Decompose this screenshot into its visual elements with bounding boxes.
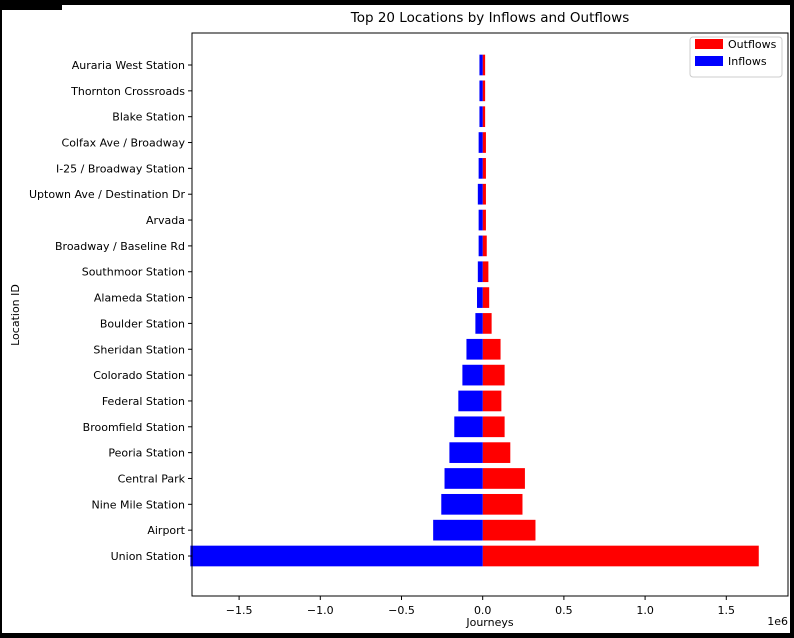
legend: Outflows Inflows [689, 36, 783, 78]
bar-outflows [482, 209, 486, 231]
y-tick-label: Uptown Ave / Destination Dr [29, 188, 185, 201]
legend-swatch-inflows [695, 56, 723, 66]
bar-inflows [478, 158, 483, 179]
y-tick-label: Broomfield Station [83, 421, 185, 434]
y-tick-label: I-25 / Broadway Station [56, 162, 185, 175]
y-tick-label: Central Park [118, 472, 186, 485]
bar-inflows [477, 261, 483, 283]
x-tick-label: 1.5 [718, 604, 736, 617]
y-tick-label: Sheridan Station [93, 343, 185, 356]
bar-outflows [482, 235, 487, 257]
bar-outflows [482, 313, 492, 334]
y-tick-label: Auraria West Station [72, 59, 185, 72]
bar-outflows [482, 80, 486, 102]
bar-inflows [478, 209, 483, 231]
x-scale-label: 1e6 [767, 615, 788, 628]
x-tick-label: 1.0 [636, 604, 654, 617]
bar-inflows [458, 390, 483, 412]
bar-inflows [477, 183, 483, 205]
figure: Top 20 Locations by Inflows and Outflows… [2, 5, 790, 633]
y-tick-label: Alameda Station [94, 292, 185, 305]
bar-inflows [478, 235, 483, 257]
x-tick-label: 0.5 [555, 604, 573, 617]
y-tick-label: Broadway / Baseline Rd [55, 240, 185, 253]
bar-outflows [482, 364, 505, 386]
y-tick-label: Blake Station [112, 111, 185, 124]
bar-inflows [433, 519, 483, 541]
x-axis-label: Journeys [465, 616, 514, 629]
plot-frame [191, 32, 789, 597]
x-ticks-group: −1.5 −1.0 −0.5 0.0 0.5 1.0 1.5 [226, 596, 735, 617]
x-tick-label: −0.5 [388, 604, 415, 617]
bars-group [190, 54, 759, 567]
bar-outflows [482, 545, 759, 567]
bar-outflows [482, 442, 511, 463]
y-tick-label: Federal Station [102, 395, 185, 408]
bar-inflows [477, 287, 483, 308]
bar-inflows [479, 54, 483, 76]
bar-inflows [444, 468, 483, 489]
bar-outflows [482, 493, 523, 515]
x-tick-label: −1.5 [226, 604, 253, 617]
y-tick-label: Union Station [111, 550, 185, 563]
y-tick-label: Boulder Station [100, 317, 185, 330]
legend-label-outflows: Outflows [728, 38, 777, 51]
chart-title: Top 20 Locations by Inflows and Outflows [350, 10, 629, 26]
bar-outflows [482, 468, 525, 489]
window-edge [2, 5, 62, 10]
bar-outflows [482, 287, 490, 308]
legend-swatch-outflows [695, 39, 723, 49]
bar-outflows [482, 390, 502, 412]
bar-inflows [475, 313, 483, 334]
bar-outflows [482, 261, 489, 283]
y-tick-label: Peoria Station [108, 447, 185, 460]
legend-label-inflows: Inflows [728, 55, 767, 68]
bar-outflows [482, 416, 505, 438]
bar-outflows [482, 158, 486, 179]
bar-inflows [462, 364, 483, 386]
y-axis-label: Location ID [9, 284, 22, 346]
bar-inflows [449, 442, 483, 463]
y-ticks-group: Union Station Airport Nine Mile Station Cen… [29, 59, 192, 563]
bar-inflows [441, 493, 483, 515]
y-tick-label: Nine Mile Station [92, 498, 186, 511]
bar-inflows [190, 545, 483, 567]
bar-outflows [482, 106, 486, 128]
bar-outflows [482, 519, 536, 541]
y-tick-label: Airport [147, 524, 185, 537]
y-tick-label: Thornton Crossroads [70, 85, 185, 98]
bar-outflows [482, 338, 501, 360]
bar-outflows [482, 132, 486, 153]
y-tick-label: Colorado Station [93, 369, 185, 382]
bar-inflows [454, 416, 483, 438]
x-tick-label: 0.0 [474, 604, 492, 617]
y-tick-label: Southmoor Station [82, 266, 185, 279]
bar-outflows [482, 54, 486, 76]
bar-outflows [482, 183, 486, 205]
bar-inflows [479, 80, 483, 102]
bar-inflows [479, 106, 483, 128]
chart: Top 20 Locations by Inflows and Outflows… [9, 10, 789, 629]
y-tick-label: Colfax Ave / Broadway [62, 137, 186, 150]
bar-inflows [466, 338, 483, 360]
bar-inflows [478, 132, 483, 153]
y-tick-label: Arvada [146, 214, 185, 227]
x-tick-label: −1.0 [307, 604, 334, 617]
